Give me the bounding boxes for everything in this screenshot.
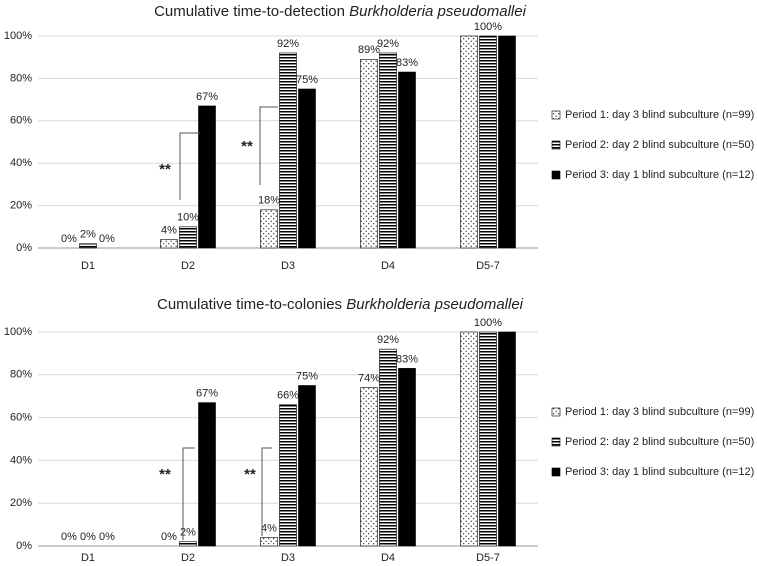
legend-label: Period 1: day 3 blind subculture (n=99) [565, 406, 754, 418]
annotation: ** [159, 161, 171, 178]
x-tick-label: D4 [381, 260, 395, 272]
significance-bracket [182, 447, 195, 540]
value-label: 75% [296, 74, 318, 86]
value-label: 100% [474, 317, 502, 329]
x-tick-label: D5-7 [476, 552, 500, 564]
legend-swatch [551, 140, 561, 150]
chart-title: Cumulative time-to-colonies Burkholderia… [157, 296, 524, 313]
title-part: Burkholderia pseudomallei [349, 3, 526, 20]
value-label: 66% [277, 390, 299, 402]
bar [360, 59, 378, 249]
bar [479, 35, 497, 249]
value-label: 0% [61, 233, 77, 245]
legend-swatch [551, 407, 561, 417]
bar [279, 52, 297, 249]
legend-label: Period 2: day 2 blind subculture (n=50) [565, 139, 754, 151]
significance-bracket [261, 447, 272, 536]
bar [298, 88, 316, 249]
bar [360, 387, 378, 547]
legend-swatch [551, 467, 561, 477]
y-tick-label: 0% [16, 242, 32, 254]
value-label: 2% [180, 527, 196, 539]
value-label: 0% [61, 531, 77, 543]
value-label: 67% [196, 91, 218, 103]
x-tick-label: D2 [181, 260, 195, 272]
title-part: Burkholderia pseudomallei [346, 296, 523, 313]
bar [198, 402, 216, 547]
value-label: 74% [358, 373, 380, 385]
bar [79, 243, 97, 249]
y-tick-label: 20% [10, 497, 32, 509]
value-label: 4% [261, 522, 277, 534]
chart-title: Cumulative time-to-detection Burkholderi… [154, 3, 527, 20]
bar [398, 71, 416, 249]
bar [160, 239, 178, 249]
legend-label: Period 3: day 1 blind subculture (n=12) [565, 169, 754, 181]
bar [279, 404, 297, 547]
significance-bracket [179, 132, 200, 200]
value-label: 2% [80, 229, 96, 241]
y-tick-label: 80% [10, 369, 32, 381]
x-tick-label: D2 [181, 552, 195, 564]
bar [460, 35, 478, 249]
bar [498, 331, 516, 547]
x-tick-label: D3 [281, 260, 295, 272]
value-label: 89% [358, 44, 380, 56]
value-label: 0% [161, 531, 177, 543]
y-tick-label: 20% [10, 200, 32, 212]
value-label: 0% [99, 531, 115, 543]
bar [498, 35, 516, 249]
y-tick-label: 40% [10, 157, 32, 169]
legend-label: Period 1: day 3 blind subculture (n=99) [565, 109, 754, 121]
annotation: ** [244, 466, 256, 483]
x-tick-label: D3 [281, 552, 295, 564]
bar [379, 52, 397, 249]
bar [260, 537, 278, 547]
y-tick-label: 100% [4, 30, 32, 42]
legend-label: Period 3: day 1 blind subculture (n=12) [565, 466, 754, 478]
title-part: Cumulative time-to-colonies [157, 296, 342, 313]
value-label: 92% [277, 38, 299, 50]
legend-swatch [551, 170, 561, 180]
title-part: Cumulative time-to-detection [154, 3, 345, 20]
annotation: ** [241, 138, 253, 155]
bar [479, 331, 497, 547]
y-tick-label: 60% [10, 412, 32, 424]
y-tick-label: 80% [10, 72, 32, 84]
annotation: ** [159, 466, 171, 483]
y-tick-label: 40% [10, 454, 32, 466]
value-label: 0% [80, 531, 96, 543]
value-label: 75% [296, 370, 318, 382]
bar [379, 348, 397, 547]
value-label: 100% [474, 21, 502, 33]
bar [460, 331, 478, 547]
value-label: 92% [377, 38, 399, 50]
value-label: 92% [377, 334, 399, 346]
value-label: 18% [258, 195, 280, 207]
bar [198, 105, 216, 249]
bar [398, 368, 416, 547]
significance-bracket [259, 106, 278, 185]
bar [260, 209, 278, 249]
value-label: 10% [177, 212, 199, 224]
y-tick-label: 100% [4, 326, 32, 338]
value-label: 4% [161, 224, 177, 236]
y-tick-label: 0% [16, 540, 32, 552]
value-label: 83% [396, 57, 418, 69]
x-tick-label: D5-7 [476, 260, 500, 272]
bar [298, 385, 316, 547]
x-tick-label: D1 [81, 260, 95, 272]
legend-swatch [551, 110, 561, 120]
x-tick-label: D4 [381, 552, 395, 564]
bar [179, 541, 197, 547]
legend-swatch [551, 437, 561, 447]
value-label: 0% [99, 233, 115, 245]
bar [179, 226, 197, 249]
value-label: 67% [196, 388, 218, 400]
y-tick-label: 60% [10, 115, 32, 127]
legend-label: Period 2: day 2 blind subculture (n=50) [565, 436, 754, 448]
value-label: 83% [396, 353, 418, 365]
x-tick-label: D1 [81, 552, 95, 564]
